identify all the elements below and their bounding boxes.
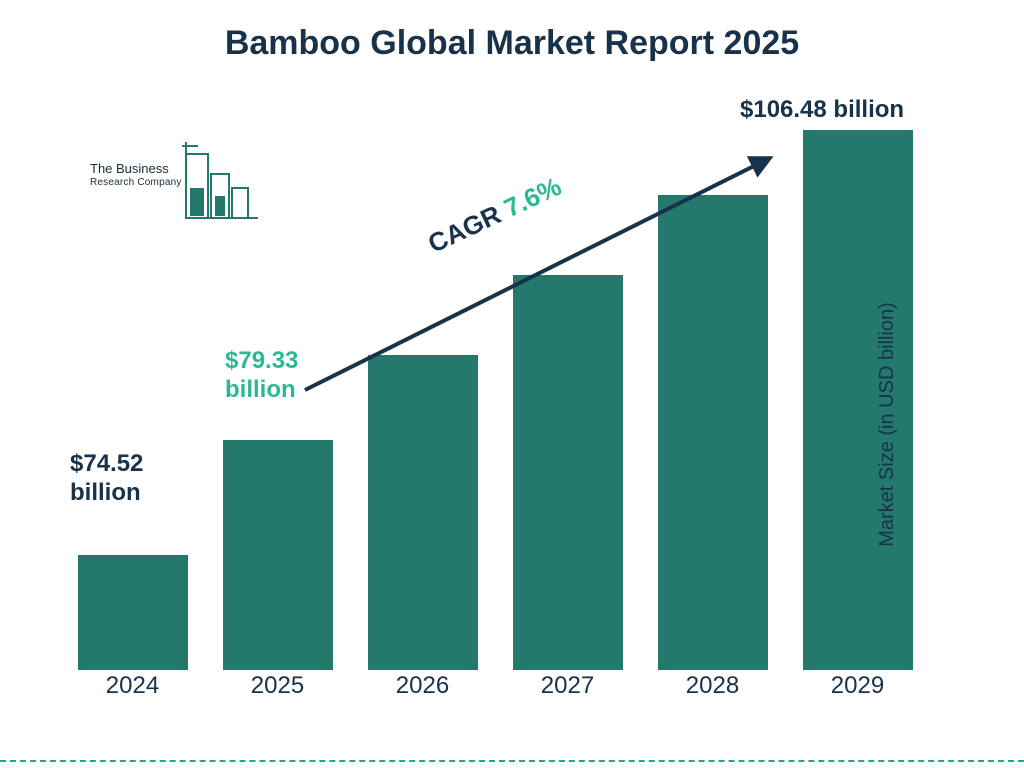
bar — [223, 440, 333, 670]
annotation-2025-unit: billion — [225, 376, 298, 405]
annotation-2029-text: $106.48 billion — [740, 96, 904, 123]
bar — [368, 355, 478, 670]
annotation-2025-value: $79.33 — [225, 347, 298, 376]
x-axis-label: 2027 — [495, 672, 640, 712]
chart-container: Bamboo Global Market Report 2025 The Bus… — [0, 0, 1024, 768]
annotation-2025: $79.33 billion — [225, 347, 298, 405]
x-axis-label: 2024 — [60, 672, 205, 712]
bar — [78, 555, 188, 670]
x-axis-label: 2028 — [640, 672, 785, 712]
annotation-2029: $106.48 billion — [740, 96, 904, 125]
bar-slot — [350, 110, 495, 670]
bar-slot — [60, 110, 205, 670]
y-axis-title-text: Market Size (in USD billion) — [876, 302, 899, 547]
chart-title-text: Bamboo Global Market Report 2025 — [225, 24, 799, 62]
x-axis-label: 2026 — [350, 672, 495, 712]
annotation-2024-unit: billion — [70, 479, 143, 508]
annotation-2024-value: $74.52 — [70, 450, 143, 479]
bar — [513, 275, 623, 670]
bar — [658, 195, 768, 670]
annotation-2024: $74.52 billion — [70, 450, 143, 508]
bar-slot — [640, 110, 785, 670]
bottom-dashed-rule — [0, 760, 1024, 762]
x-axis-label: 2025 — [205, 672, 350, 712]
